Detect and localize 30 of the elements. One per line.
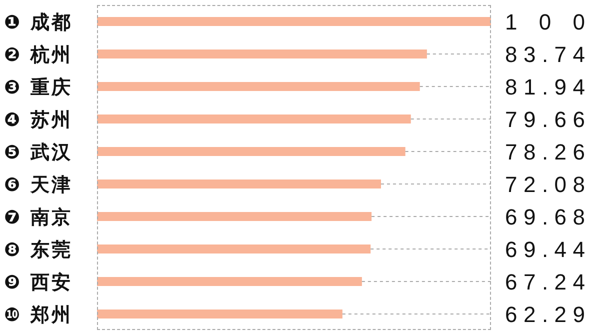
- data-label: 78.26: [505, 140, 585, 164]
- bar: [97, 17, 491, 26]
- data-label: 100: [505, 10, 585, 34]
- bar: [97, 82, 420, 91]
- bar: [97, 50, 427, 58]
- data-label: 79.66: [505, 107, 585, 132]
- data-label: 72.08: [505, 172, 585, 197]
- y-tick-label: ❷ 杭州: [4, 44, 73, 66]
- y-tick-label: ❹ 苏州: [4, 108, 73, 131]
- data-label: 62.29: [505, 302, 585, 327]
- y-tick-label: ❻ 天津: [4, 174, 73, 196]
- bar: [97, 212, 372, 221]
- bar: [97, 180, 381, 188]
- bar: [97, 310, 342, 318]
- data-label: 67.24: [505, 270, 585, 294]
- data-label: 69.44: [505, 237, 585, 262]
- bar: [97, 147, 406, 156]
- y-tick-label: ❾ 西安: [4, 271, 73, 294]
- data-label: 83.74: [505, 42, 585, 67]
- y-tick-label: ❶ 成都: [4, 11, 73, 34]
- y-tick-label: ❸ 重庆: [4, 76, 73, 98]
- y-tick-label: ❿ 郑州: [4, 304, 73, 326]
- data-label: 69.68: [505, 204, 585, 230]
- bar: [97, 114, 411, 124]
- y-tick-label: ❼ 南京: [4, 206, 73, 228]
- y-tick-label: ❽ 东莞: [4, 238, 73, 261]
- y-tick-label: ❺ 武汉: [4, 141, 73, 164]
- bar: [97, 244, 371, 254]
- data-label: 81.94: [505, 74, 585, 100]
- bar: [97, 277, 362, 286]
